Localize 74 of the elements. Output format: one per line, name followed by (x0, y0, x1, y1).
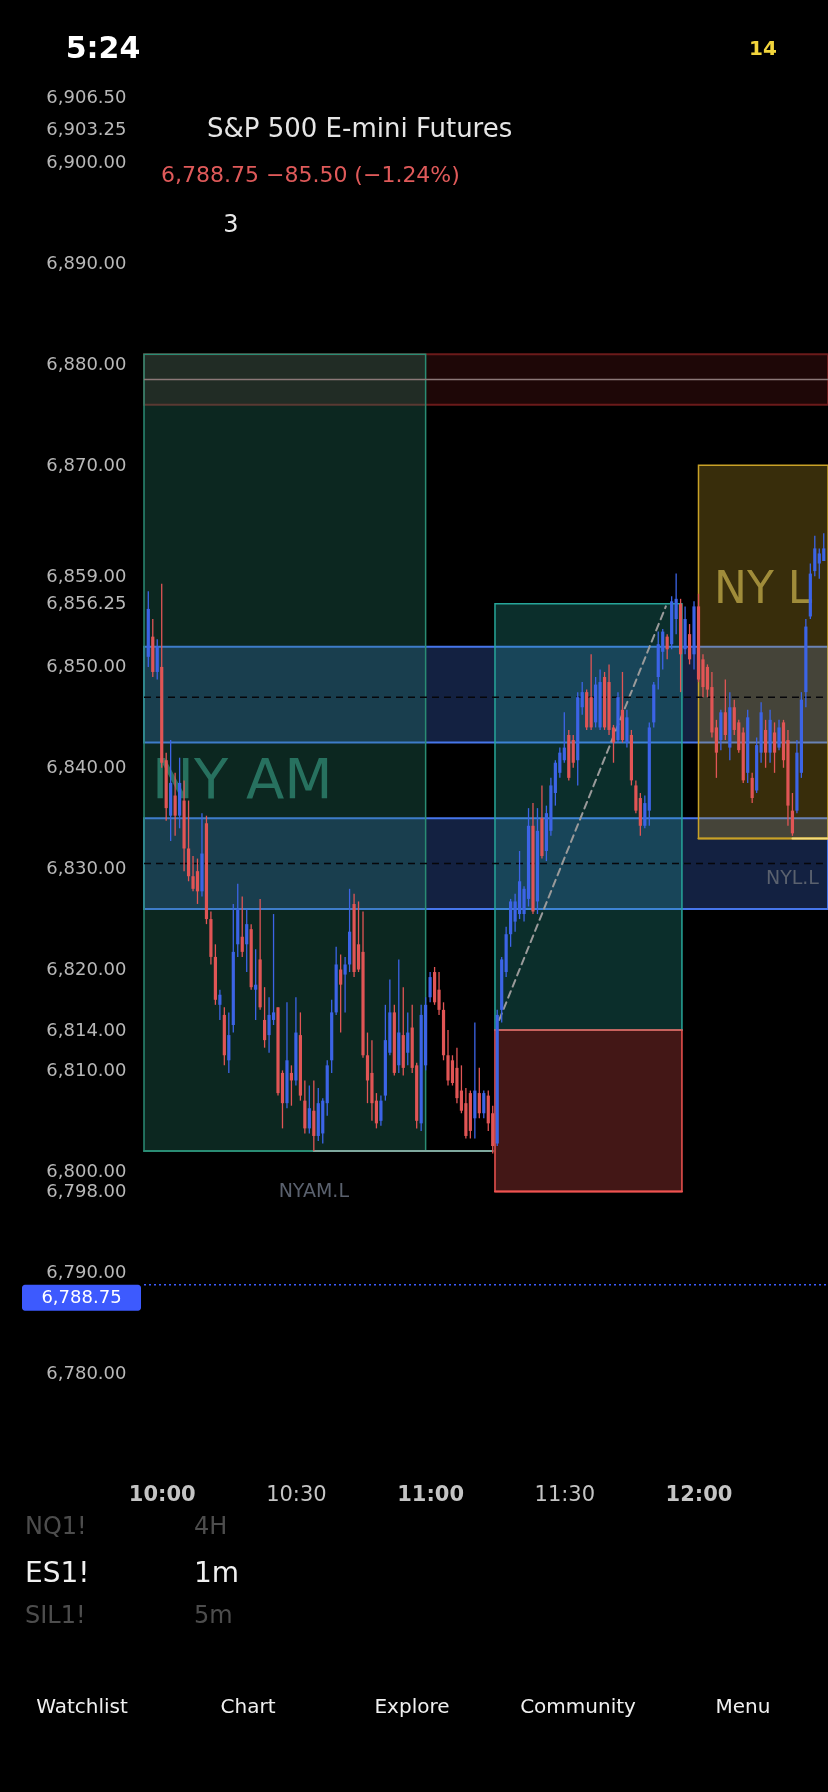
ref-line-label: 6,788.75 (41, 1285, 122, 1307)
y-tick-label: 6,814.00 (46, 1018, 127, 1040)
candlestick (817, 547, 821, 580)
series-label: NYAM.L (278, 1179, 350, 1202)
x-tick-label: 10:00 (128, 1481, 196, 1506)
text: 14 (749, 36, 777, 60)
text: 6,788.75 −85.50 (−1.24%) (161, 162, 460, 187)
y-tick-label: 6,890.00 (46, 251, 127, 273)
y-tick-label: 6,903.25 (46, 118, 127, 140)
candlestick (245, 908, 249, 973)
y-tick-label: 6,859.00 (46, 564, 127, 586)
y-tick-label: 6,856.25 (46, 592, 127, 614)
text: SIL1! (25, 1601, 86, 1629)
candlestick (764, 719, 768, 769)
y-tick-label: 6,906.50 (46, 85, 127, 107)
candlestick (437, 971, 441, 1016)
text: NQ1! (25, 1512, 87, 1540)
y-tick-label: 6,798.00 (46, 1179, 127, 1201)
candlestick (750, 772, 754, 804)
candlestick (406, 1011, 410, 1066)
y-tick-label: 6,830.00 (46, 857, 127, 879)
text: 5m (194, 1601, 233, 1629)
candlestick (195, 857, 200, 905)
y-tick-label: 6,790.00 (46, 1260, 127, 1282)
annotation: 3 (223, 210, 239, 238)
candlestick (777, 719, 781, 751)
candlestick (571, 734, 575, 769)
text: Watchlist (36, 1694, 128, 1718)
candlestick (813, 535, 817, 577)
x-tick-label: 11:30 (534, 1481, 596, 1506)
candlestick (477, 1067, 481, 1119)
x-tick-label: 11:00 (397, 1481, 465, 1506)
candlestick (772, 721, 777, 774)
candlestick (307, 1084, 311, 1135)
candlestick (343, 956, 347, 1014)
y-tick-label: 6,810.00 (46, 1058, 127, 1080)
y-tick-label: 6,840.00 (46, 756, 127, 778)
y-tick-label: 6,820.00 (46, 958, 127, 980)
candlestick (723, 678, 727, 741)
text: Menu (715, 1694, 771, 1718)
candlestick (674, 572, 678, 635)
text: 5:24 (65, 30, 141, 65)
candlestick (191, 855, 195, 892)
x-tick-label: 10:30 (266, 1481, 327, 1506)
candlestick (790, 792, 795, 837)
y-tick-label: 6,850.00 (46, 655, 127, 677)
text: Chart (220, 1694, 276, 1718)
text: 4H (194, 1512, 228, 1540)
text: S&P 500 E-mini Futures (207, 113, 513, 143)
candlestick (218, 989, 222, 1021)
text: Explore (374, 1694, 450, 1718)
y-tick-label: 6,800.00 (46, 1159, 127, 1181)
candlestick (665, 633, 669, 660)
candlestick (267, 996, 271, 1054)
candlestick (822, 532, 826, 562)
candlestick (428, 971, 432, 1003)
candlestick (262, 986, 267, 1049)
candlestick (580, 681, 584, 716)
candlestick (339, 953, 343, 1034)
y-tick-label: 6,780.00 (46, 1361, 127, 1383)
candlestick (240, 895, 244, 958)
y-tick-label: 6,870.00 (46, 453, 127, 475)
text: ES1! (25, 1556, 90, 1589)
candlestick (562, 711, 566, 764)
text: Community (520, 1694, 637, 1718)
y-tick-label: 6,880.00 (46, 352, 127, 374)
y-tick-label: 6,900.00 (46, 151, 127, 173)
series-label: NYL.L (765, 866, 820, 889)
candlestick (379, 1094, 383, 1127)
candlestick (254, 948, 258, 1021)
candlestick (643, 794, 647, 829)
x-tick-label: 12:00 (665, 1481, 733, 1506)
text: 1m (194, 1556, 240, 1589)
candlestick (482, 1089, 486, 1119)
